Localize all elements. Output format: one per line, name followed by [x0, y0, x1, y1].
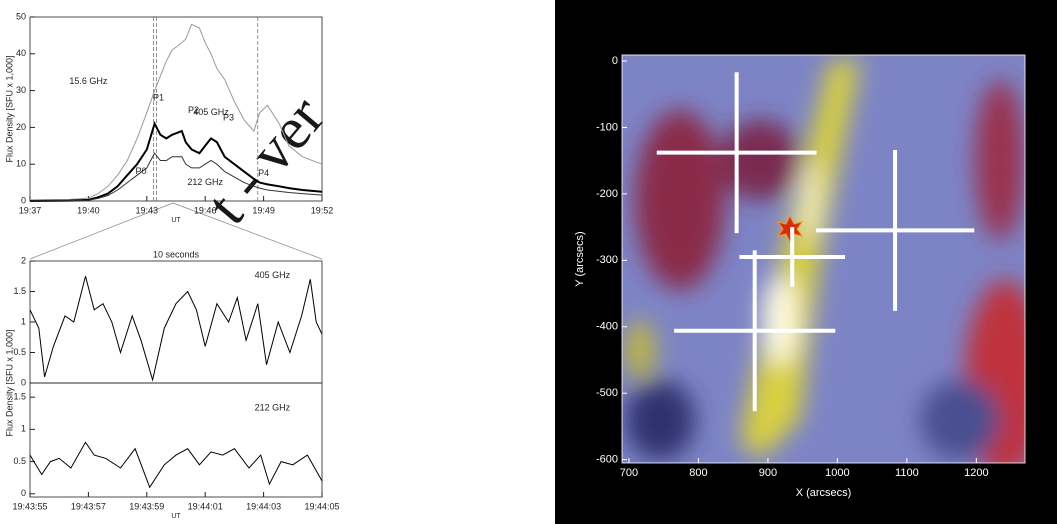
series-label: 212 GHz [255, 402, 291, 412]
y-axis-label: Flux Density [SFU x 1,000] [4, 55, 14, 162]
series-line [30, 276, 322, 380]
y-tick-label: 40 [16, 48, 26, 58]
x-tick-label: 1000 [825, 467, 849, 479]
y-tick-label: 0 [21, 488, 26, 498]
x-tick-label: 19:37 [19, 205, 42, 215]
y-tick-label: 0.5 [13, 456, 26, 466]
y-tick-label: 1.5 [13, 286, 26, 296]
x-tick-label: 700 [620, 467, 638, 479]
series-line [30, 442, 322, 487]
x-axis-label: UT [171, 217, 181, 224]
x-tick-label: 19:44:03 [246, 501, 281, 511]
x-tick-label: 19:43:55 [12, 501, 47, 511]
x-tick-label: 1100 [895, 467, 919, 479]
annotation: P4 [258, 168, 269, 178]
y-tick-label: -500 [596, 387, 618, 399]
page: {"watermark": "t - ver", "chart_data": [… [0, 0, 1057, 524]
y-tick-label: 2 [21, 255, 26, 265]
y-tick-label: 0.5 [13, 347, 26, 357]
y-tick-label: -600 [596, 454, 618, 466]
plot-frame [30, 383, 322, 497]
y-tick-label: 10 [16, 159, 26, 169]
solar-image [622, 55, 1045, 480]
y-tick-label: 1 [21, 316, 26, 326]
y-axis-label: Flux Density [SFU x 1,000] [4, 329, 14, 436]
x-tick-label: 19:40 [77, 205, 100, 215]
x-axis-label: UT [171, 513, 181, 520]
y-tick-label: 1.5 [13, 392, 26, 402]
series-label: 15.6 GHz [69, 76, 108, 86]
series-label: 405 GHz [255, 270, 291, 280]
y-tick-label: -200 [596, 188, 618, 200]
x-tick-label: 19:44:01 [188, 501, 223, 511]
figure: t - ver 19:3719:4019:4319:4619:4919:5201… [0, 0, 1057, 524]
y-tick-label: -300 [596, 254, 618, 266]
chart-title: 10 seconds [153, 249, 200, 259]
series-label: 405 GHz [193, 107, 229, 117]
y-tick-label: -100 [596, 121, 618, 133]
x-tick-label: 19:44:05 [304, 501, 339, 511]
annotation: P1 [153, 92, 164, 102]
y-tick-label: 50 [16, 11, 26, 21]
y-tick-label: 20 [16, 122, 26, 132]
chart: 19:43:55 19:43:57 19:43:59 19:44:01 19:44:03… [12, 383, 339, 520]
x-tick-label: 19:43 [136, 205, 159, 215]
series-label: 212 GHz [187, 177, 223, 187]
y-tick-label: 0 [612, 55, 618, 67]
y-tick-label: 0 [21, 377, 26, 387]
x-tick-label: 19:46 [194, 205, 217, 215]
y-tick-label: 30 [16, 85, 26, 95]
x-tick-label: 19:43:59 [129, 501, 164, 511]
y-tick-label: 1 [21, 424, 26, 434]
x-axis-label: X (arcsecs) [796, 487, 852, 499]
y-tick-label: 0 [21, 195, 26, 205]
x-tick-label: 19:43:57 [71, 501, 106, 511]
x-tick-label: 800 [689, 467, 707, 479]
y-axis-label: Y (arcsecs) [574, 231, 586, 286]
x-tick-label: 19:49 [252, 205, 275, 215]
x-tick-label: 900 [759, 467, 777, 479]
x-tick-label: 1200 [964, 467, 988, 479]
annotation: P0 [135, 166, 146, 176]
x-tick-label: 19:52 [311, 205, 334, 215]
y-tick-label: -400 [596, 321, 618, 333]
